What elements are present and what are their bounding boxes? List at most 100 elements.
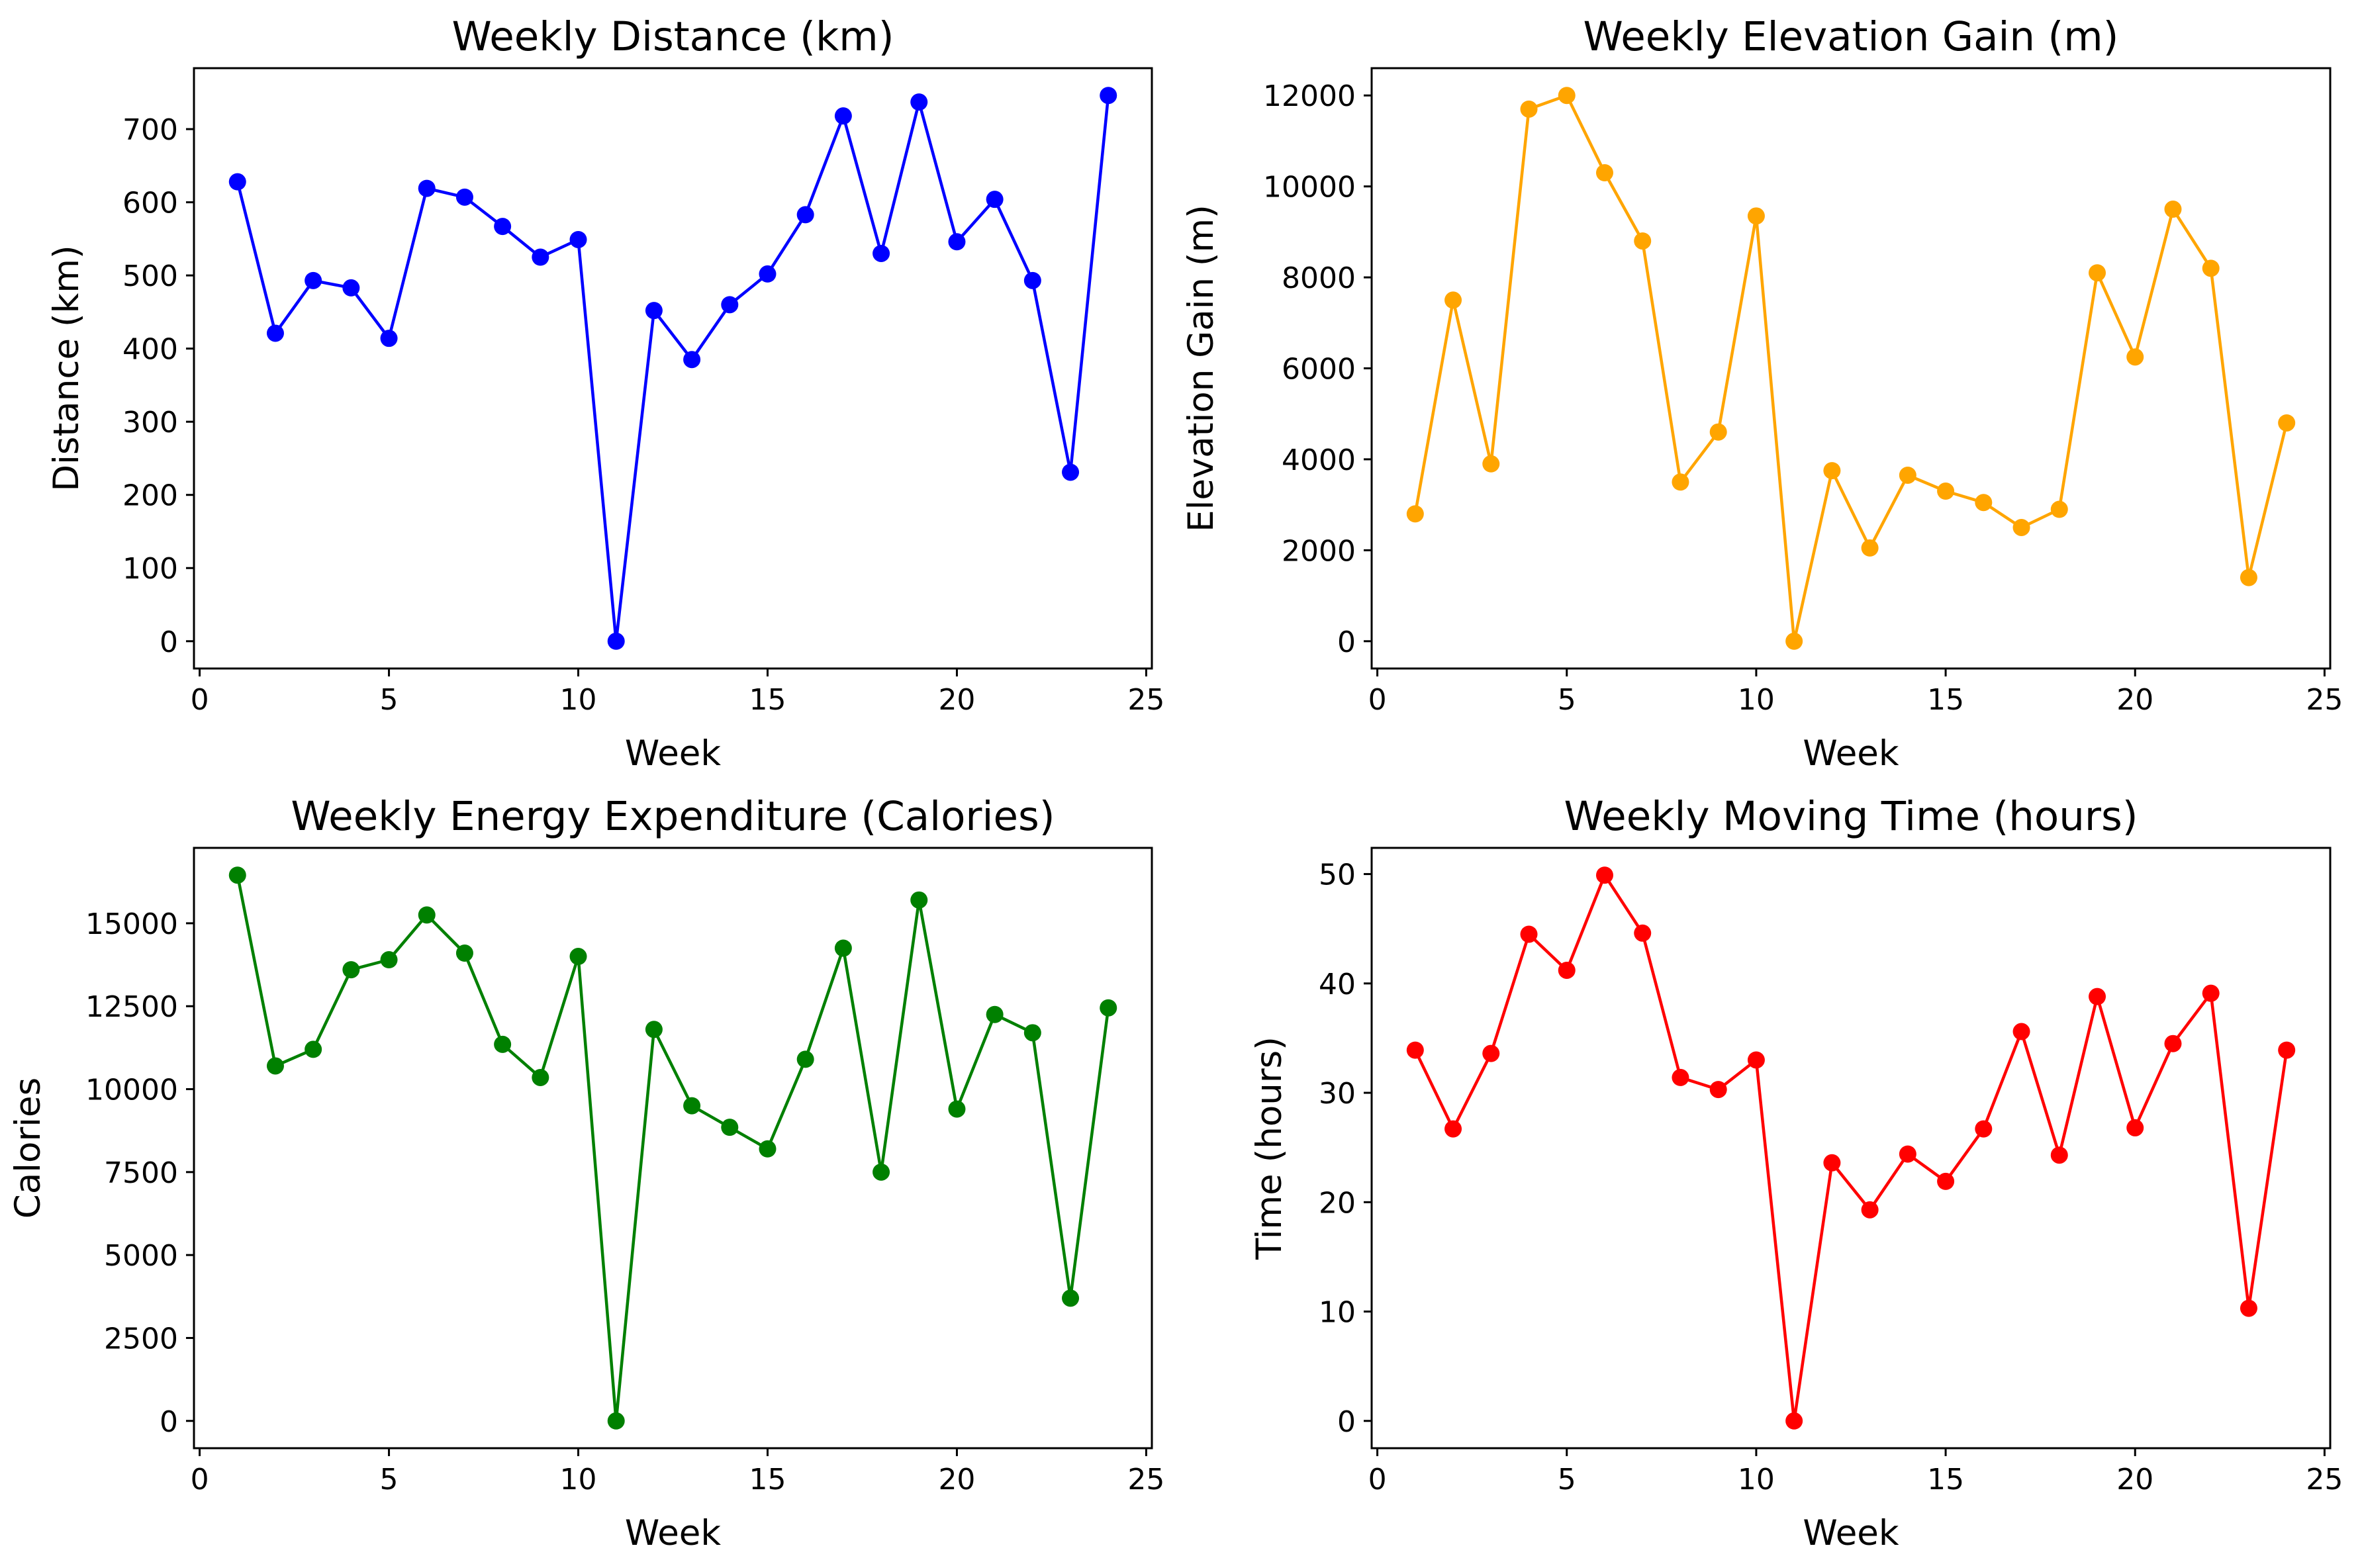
y-tick-label: 12000 (1263, 79, 1356, 113)
data-point (494, 218, 512, 236)
data-point (266, 1057, 284, 1075)
data-point (721, 296, 739, 314)
data-point (1062, 463, 1080, 481)
y-tick-label: 30 (1319, 1077, 1356, 1111)
data-point (1899, 1145, 1916, 1163)
data-point (834, 939, 852, 957)
data-point (380, 330, 398, 347)
y-tick-label: 200 (122, 479, 178, 513)
data-point (1482, 1044, 1500, 1062)
series-line (236, 95, 1110, 643)
axis-ticks: 0 5 10 15 20 25 0 2500 5000 7500 10000 12500 15000 (85, 907, 1164, 1497)
y-tick-label: 8000 (1282, 261, 1356, 295)
data-point (2240, 1299, 2257, 1317)
data-point (1709, 423, 1727, 441)
x-tick-label: 10 (1738, 683, 1775, 717)
chart-title: Weekly Energy Expenditure (Calories) (291, 793, 1055, 840)
data-point (683, 351, 701, 369)
chart-title: Weekly Moving Time (hours) (1564, 793, 2138, 840)
data-point (1672, 1068, 1689, 1086)
data-series (228, 866, 1117, 1430)
data-point (1558, 87, 1576, 105)
series-line (1413, 873, 2289, 1423)
y-tick-label: 4000 (1282, 443, 1356, 477)
x-axis-label: Week (625, 733, 722, 774)
chart-panel-elevation: Weekly Elevation Gain (m) Week Elevation… (1181, 13, 2343, 774)
data-point (2202, 259, 2220, 277)
data-point (494, 1035, 512, 1053)
y-tick-label: 40 (1319, 968, 1356, 1001)
x-tick-label: 0 (191, 1463, 209, 1497)
y-axis-label: Calories (8, 1078, 48, 1219)
y-axis-label: Distance (km) (46, 245, 87, 491)
axis-ticks: 0 5 10 15 20 25 0 100 200 300 400 500 600 700 (122, 113, 1164, 717)
y-tick-label: 50 (1319, 858, 1356, 892)
data-point (759, 1140, 777, 1158)
data-point (2202, 984, 2220, 1002)
x-tick-label: 15 (1927, 1463, 1964, 1497)
x-tick-label: 15 (749, 1463, 786, 1497)
x-tick-label: 0 (1368, 683, 1387, 717)
y-tick-label: 6000 (1282, 353, 1356, 387)
data-point (569, 230, 587, 248)
plot-area-frame (1370, 67, 2332, 670)
data-point (2164, 1035, 2182, 1052)
data-point (455, 188, 473, 206)
y-tick-label: 7500 (104, 1156, 178, 1190)
data-point (2164, 201, 2182, 218)
x-tick-label: 5 (380, 683, 399, 717)
data-point (645, 302, 663, 320)
data-point (607, 1412, 625, 1430)
data-point (834, 107, 852, 125)
axis-ticks: 0 5 10 15 20 25 0 10 20 30 40 50 (1319, 858, 2343, 1497)
x-axis-label: Week (1803, 1513, 1899, 1553)
data-point (796, 206, 814, 224)
data-point (948, 233, 966, 251)
y-tick-label: 500 (122, 259, 178, 293)
data-point (873, 1163, 890, 1181)
data-point (342, 961, 360, 979)
data-point (1023, 1024, 1041, 1042)
data-series (228, 87, 1117, 650)
data-point (2278, 414, 2296, 432)
data-point (1023, 271, 1041, 289)
data-point (418, 906, 436, 924)
y-tick-label: 2000 (1282, 534, 1356, 568)
data-point (1100, 87, 1117, 105)
data-point (418, 179, 436, 197)
y-tick-label: 300 (122, 406, 178, 439)
x-tick-label: 25 (1127, 683, 1164, 717)
data-series (1406, 866, 2296, 1430)
data-point (2012, 518, 2030, 536)
x-tick-label: 20 (938, 683, 975, 717)
data-point (1444, 291, 1462, 309)
x-tick-label: 25 (1127, 1463, 1164, 1497)
data-point (759, 265, 777, 283)
data-point (2278, 1041, 2296, 1059)
data-point (2126, 348, 2144, 366)
chart-panel-distance: Weekly Distance (km) Week Distance (km) … (46, 13, 1164, 774)
data-point (683, 1097, 701, 1115)
y-tick-label: 600 (122, 187, 178, 220)
data-point (1406, 1041, 1424, 1059)
data-series (1406, 87, 2296, 650)
x-tick-label: 0 (1368, 1463, 1387, 1497)
data-point (2089, 264, 2106, 282)
y-axis-label: Time (hours) (1249, 1037, 1290, 1260)
data-point (1937, 1172, 1955, 1190)
data-point (1634, 924, 1652, 942)
y-tick-label: 400 (122, 333, 178, 367)
x-tick-label: 10 (560, 1463, 597, 1497)
data-point (721, 1119, 739, 1136)
chart-title: Weekly Elevation Gain (m) (1583, 13, 2119, 60)
data-point (2050, 500, 2068, 518)
data-point (305, 1040, 322, 1058)
data-point (1558, 961, 1576, 979)
x-tick-label: 5 (380, 1463, 399, 1497)
data-point (1937, 483, 1955, 500)
data-point (948, 1100, 966, 1118)
chart-panel-calories: Weekly Energy Expenditure (Calories) Wee… (8, 793, 1164, 1553)
data-point (532, 1068, 549, 1086)
data-point (1444, 1120, 1462, 1138)
